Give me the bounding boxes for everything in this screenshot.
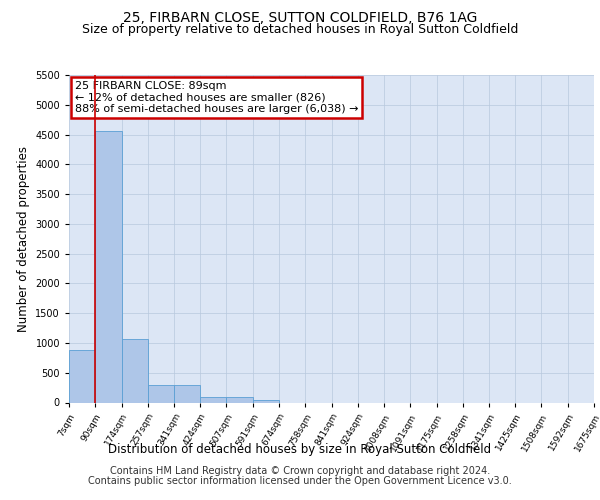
- Text: Contains public sector information licensed under the Open Government Licence v3: Contains public sector information licen…: [88, 476, 512, 486]
- Text: 25 FIRBARN CLOSE: 89sqm
← 12% of detached houses are smaller (826)
88% of semi-d: 25 FIRBARN CLOSE: 89sqm ← 12% of detache…: [74, 80, 358, 114]
- Bar: [69, 350, 95, 403]
- Bar: [174, 385, 200, 402]
- Text: Distribution of detached houses by size in Royal Sutton Coldfield: Distribution of detached houses by size …: [109, 442, 491, 456]
- Bar: [122, 340, 148, 402]
- Bar: [95, 131, 122, 402]
- Y-axis label: Number of detached properties: Number of detached properties: [17, 146, 29, 332]
- Text: 25, FIRBARN CLOSE, SUTTON COLDFIELD, B76 1AG: 25, FIRBARN CLOSE, SUTTON COLDFIELD, B76…: [123, 11, 477, 25]
- Bar: [253, 400, 279, 402]
- Bar: [226, 397, 253, 402]
- Bar: [148, 385, 174, 402]
- Text: Size of property relative to detached houses in Royal Sutton Coldfield: Size of property relative to detached ho…: [82, 22, 518, 36]
- Text: Contains HM Land Registry data © Crown copyright and database right 2024.: Contains HM Land Registry data © Crown c…: [110, 466, 490, 476]
- Bar: [200, 397, 226, 402]
